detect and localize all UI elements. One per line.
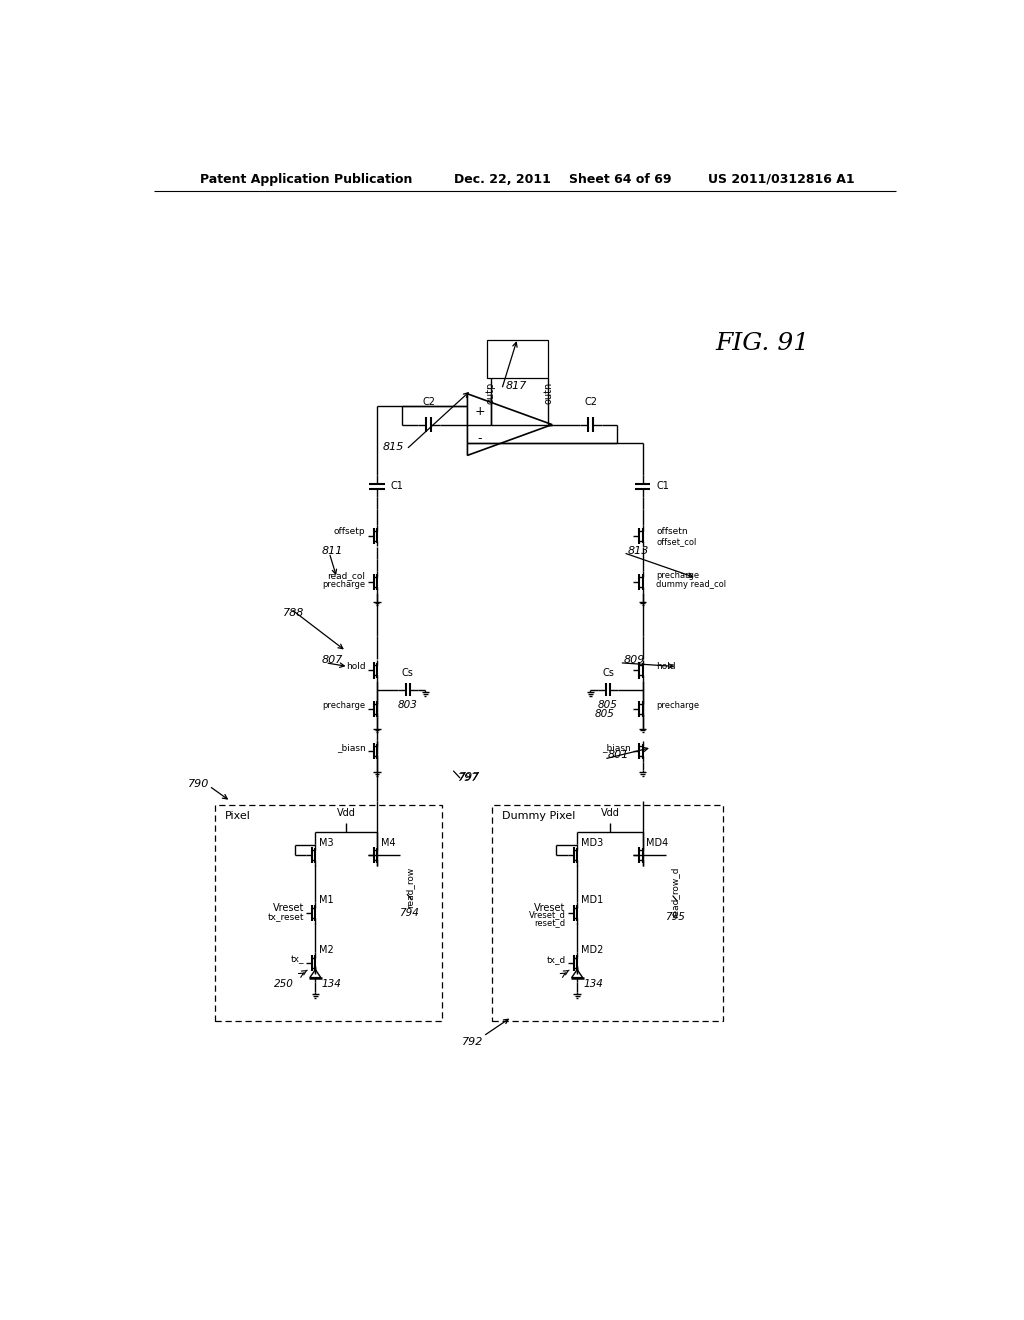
Text: 801: 801 xyxy=(608,750,630,760)
Text: outp: outp xyxy=(485,383,496,404)
Text: 805: 805 xyxy=(594,709,614,719)
Text: Cs: Cs xyxy=(401,668,414,678)
Text: C2: C2 xyxy=(423,397,435,408)
Text: outn: outn xyxy=(544,383,553,404)
Text: Vdd: Vdd xyxy=(600,808,620,818)
Text: offset_col: offset_col xyxy=(656,537,697,546)
Text: 792: 792 xyxy=(462,1038,483,1047)
Text: Vreset: Vreset xyxy=(272,903,304,913)
Text: 795: 795 xyxy=(665,912,685,921)
Text: C1: C1 xyxy=(656,482,670,491)
Text: 809: 809 xyxy=(624,656,645,665)
Text: C2: C2 xyxy=(584,397,597,408)
Text: FIG. 91: FIG. 91 xyxy=(715,331,809,355)
Text: 803: 803 xyxy=(397,700,418,710)
Text: hold: hold xyxy=(346,663,366,671)
Text: US 2011/0312816 A1: US 2011/0312816 A1 xyxy=(708,173,855,186)
Text: 797: 797 xyxy=(460,772,480,781)
Text: 790: 790 xyxy=(188,779,210,788)
Text: Vreset: Vreset xyxy=(535,903,565,913)
Text: 811: 811 xyxy=(322,546,343,556)
Text: +: + xyxy=(474,404,485,417)
Text: Sheet 64 of 69: Sheet 64 of 69 xyxy=(569,173,672,186)
Text: M3: M3 xyxy=(319,838,334,847)
Text: tx_reset: tx_reset xyxy=(267,913,304,923)
Text: Dec. 22, 2011: Dec. 22, 2011 xyxy=(454,173,551,186)
Bar xyxy=(486,339,548,379)
Text: M4: M4 xyxy=(381,838,395,847)
Bar xyxy=(493,805,724,1020)
Text: Cs: Cs xyxy=(602,668,614,678)
Text: reset_d: reset_d xyxy=(535,917,565,927)
Text: 813: 813 xyxy=(628,546,648,556)
Text: MD3: MD3 xyxy=(581,838,603,847)
Text: offsetn: offsetn xyxy=(656,528,688,536)
Text: 788: 788 xyxy=(283,607,304,618)
Text: tx_: tx_ xyxy=(291,956,304,965)
Text: hold: hold xyxy=(656,663,676,671)
Text: C1: C1 xyxy=(391,482,403,491)
Text: 805: 805 xyxy=(598,700,617,710)
Text: precharge: precharge xyxy=(323,701,366,710)
Text: dummy read_col: dummy read_col xyxy=(656,581,727,590)
Text: precharge: precharge xyxy=(323,581,366,590)
Text: 807: 807 xyxy=(322,656,343,665)
Bar xyxy=(215,805,442,1020)
Text: MD4: MD4 xyxy=(646,838,669,847)
Text: -: - xyxy=(477,432,482,445)
Text: read_row_d: read_row_d xyxy=(671,867,680,919)
Text: MD2: MD2 xyxy=(581,945,603,956)
Text: 134: 134 xyxy=(322,979,341,989)
Text: offsetp: offsetp xyxy=(334,528,366,536)
Text: 250: 250 xyxy=(274,979,294,989)
Text: _biasn: _biasn xyxy=(337,743,366,752)
Text: 794: 794 xyxy=(399,908,419,917)
Text: Patent Application Publication: Patent Application Publication xyxy=(200,173,413,186)
Text: _biasn: _biasn xyxy=(602,743,631,752)
Text: Dummy Pixel: Dummy Pixel xyxy=(502,812,575,821)
Text: precharge: precharge xyxy=(656,572,699,581)
Text: M2: M2 xyxy=(319,945,334,956)
Text: Vdd: Vdd xyxy=(337,808,355,818)
Text: Pixel: Pixel xyxy=(224,812,251,821)
Text: tx_d: tx_d xyxy=(547,956,565,965)
Text: 817: 817 xyxy=(506,380,527,391)
Text: M1: M1 xyxy=(319,895,334,906)
Text: 134: 134 xyxy=(584,979,603,989)
Text: MD1: MD1 xyxy=(581,895,603,906)
Text: read_col: read_col xyxy=(328,572,366,581)
Text: precharge: precharge xyxy=(656,701,699,710)
Text: Vreset_d: Vreset_d xyxy=(528,909,565,919)
Text: read_row: read_row xyxy=(404,867,414,908)
Text: 815: 815 xyxy=(383,442,403,453)
Text: 797: 797 xyxy=(458,774,479,783)
